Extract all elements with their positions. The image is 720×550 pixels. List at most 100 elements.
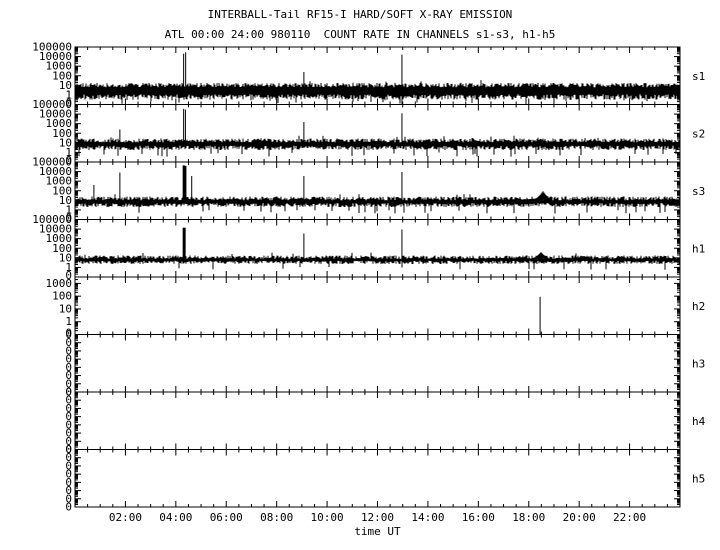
y-tick-label: 10 xyxy=(59,194,72,207)
bump-s2 xyxy=(533,139,549,142)
panel-frame xyxy=(74,104,681,163)
y-tick-label: 0 xyxy=(65,369,72,382)
y-tick-label: 0 xyxy=(65,344,72,357)
x-tick-label: 10:00 xyxy=(311,511,344,524)
y-tick-label: 100000 xyxy=(32,213,72,226)
y-tick-label: 10 xyxy=(59,302,72,315)
y-tick-label: 1 xyxy=(65,315,72,328)
chart-title: INTERBALL-Tail RF15-I HARD/SOFT X-RAY EM… xyxy=(207,8,513,21)
y-tick-label: 0 xyxy=(65,394,72,407)
y-tick-label: 100000 xyxy=(32,98,72,111)
y-tick-label: 0 xyxy=(65,353,72,366)
y-tick-label: 1000 xyxy=(46,175,73,188)
y-tick-label: 0 xyxy=(65,459,72,472)
y-tick-label: 0 xyxy=(65,327,72,340)
bump-h1 xyxy=(532,252,550,259)
noise-trace-s3 xyxy=(75,194,680,214)
noise-trace-s2 xyxy=(75,135,680,157)
y-tick-label: 10 xyxy=(59,136,72,149)
noise-trace-h1 xyxy=(75,252,680,270)
y-tick-label: 0 xyxy=(65,476,72,489)
y-tick-label: 10 xyxy=(59,251,72,264)
y-tick-label: 1000 xyxy=(46,60,73,73)
panel-label-s3: s3 xyxy=(692,185,705,198)
x-tick-label: 20:00 xyxy=(563,511,596,524)
x-tick-label: 18:00 xyxy=(512,511,545,524)
panel-frame xyxy=(74,334,681,393)
y-tick-label: 0 xyxy=(65,328,72,341)
y-tick-label: 0 xyxy=(65,443,72,456)
panel-frame xyxy=(74,391,681,450)
panel-label-h3: h3 xyxy=(692,357,705,370)
y-tick-label: 0 xyxy=(65,154,72,167)
x-tick-label: 04:00 xyxy=(159,511,192,524)
x-axis-label: time UT xyxy=(354,525,401,538)
x-tick-label: 06:00 xyxy=(210,511,243,524)
y-tick-label: 0 xyxy=(65,402,72,415)
y-tick-label: 0 xyxy=(65,386,72,399)
x-tick-label: 12:00 xyxy=(361,511,394,524)
y-tick-label: 0 xyxy=(65,377,72,390)
panel-label-h2: h2 xyxy=(692,300,705,313)
x-tick-label: 22:00 xyxy=(613,511,646,524)
y-tick-label: 0 xyxy=(65,492,72,505)
x-tick-label: 08:00 xyxy=(260,511,293,524)
y-tick-label: 0 xyxy=(65,97,72,110)
y-tick-label: 0 xyxy=(65,427,72,440)
y-tick-label: 0 xyxy=(65,386,72,399)
y-tick-label: 1000 xyxy=(46,232,73,245)
y-tick-label: 0 xyxy=(65,484,72,497)
y-tick-label: 0 xyxy=(65,269,72,282)
panel-frame xyxy=(74,219,681,278)
y-tick-label: 0 xyxy=(65,418,72,431)
y-tick-label: 100000 xyxy=(32,156,72,169)
y-tick-label: 10 xyxy=(59,79,72,92)
panel-frame xyxy=(74,449,681,508)
y-tick-label: 0 xyxy=(65,435,72,448)
y-tick-label: 0 xyxy=(65,468,72,481)
panel-label-s2: s2 xyxy=(692,127,705,140)
y-tick-label: 1000 xyxy=(46,277,73,290)
panel-label-h1: h1 xyxy=(692,242,705,255)
y-tick-label: 100 xyxy=(52,69,72,82)
y-tick-label: 0 xyxy=(65,443,72,456)
x-tick-label: 02:00 xyxy=(109,511,142,524)
y-tick-label: 100000 xyxy=(32,41,72,54)
y-tick-label: 10000 xyxy=(39,165,72,178)
y-tick-label: 10000 xyxy=(39,50,72,63)
x-tick-label: 16:00 xyxy=(462,511,495,524)
y-tick-label: 1 xyxy=(65,261,72,274)
panel-label-h4: h4 xyxy=(692,415,706,428)
panel-frame xyxy=(74,276,681,335)
panel-label-h5: h5 xyxy=(692,472,705,485)
y-tick-label: 0 xyxy=(65,451,72,464)
y-tick-label: 1 xyxy=(65,88,72,101)
x-tick-label: 14:00 xyxy=(411,511,444,524)
y-tick-label: 100 xyxy=(52,127,72,140)
noise-trace-s1 xyxy=(75,80,680,105)
y-tick-label: 1000 xyxy=(46,117,73,130)
chart-subtitle: ATL 00:00 24:00 980110 COUNT RATE IN CHA… xyxy=(164,28,556,41)
y-tick-label: 0 xyxy=(65,336,72,349)
y-tick-label: 10000 xyxy=(39,108,72,121)
bump-s3 xyxy=(533,191,553,200)
y-tick-label: 10000 xyxy=(39,223,72,236)
y-tick-label: 100 xyxy=(52,290,72,303)
y-tick-label: 100 xyxy=(52,184,72,197)
y-tick-label: 1 xyxy=(65,146,72,159)
y-tick-label: 0 xyxy=(65,212,72,225)
y-tick-label: 0 xyxy=(65,361,72,374)
y-tick-label: 0 xyxy=(65,410,72,423)
y-tick-label: 1 xyxy=(65,203,72,216)
panel-label-s1: s1 xyxy=(692,70,705,83)
